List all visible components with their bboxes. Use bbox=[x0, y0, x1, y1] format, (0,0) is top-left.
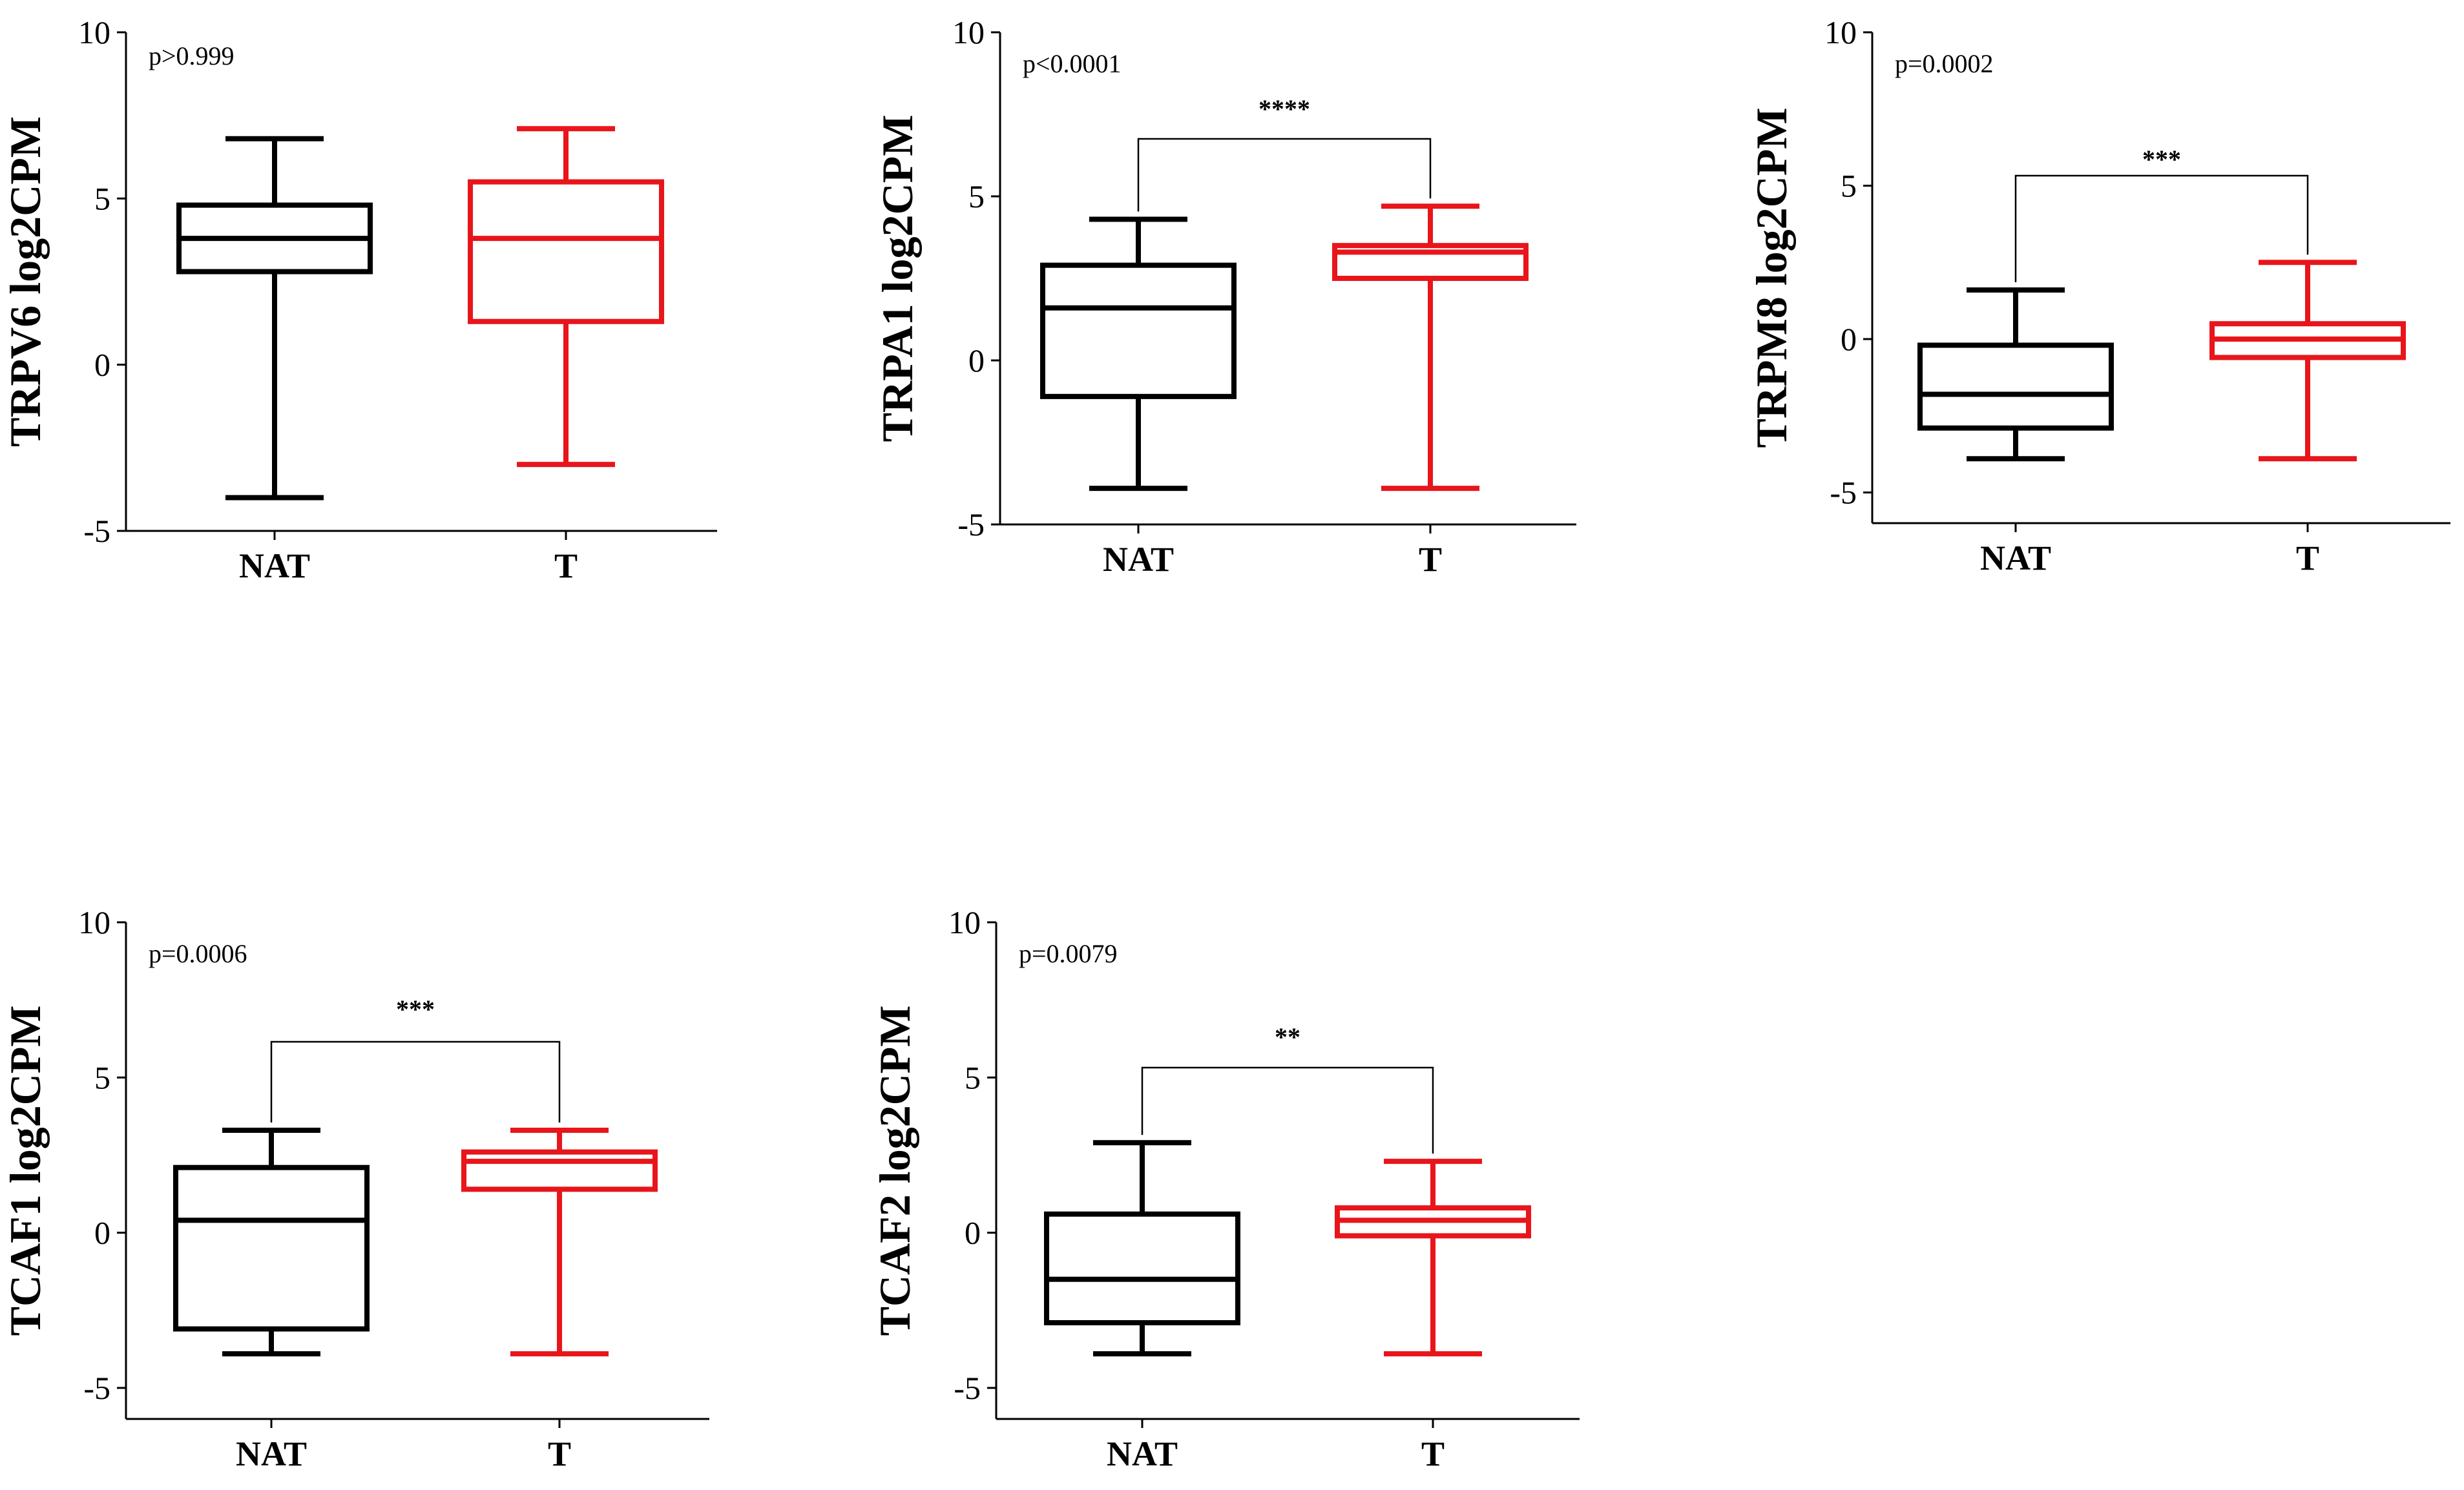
y-tick-label: 0 bbox=[968, 342, 985, 378]
y-tick-label: 5 bbox=[94, 1059, 110, 1095]
box-t bbox=[461, 1128, 658, 1357]
box-nat bbox=[176, 136, 373, 501]
category-label: T bbox=[2296, 539, 2319, 577]
box-nat bbox=[1917, 287, 2114, 462]
y-tick-label: 5 bbox=[94, 180, 110, 216]
chart-panel-5: -5 0 5 10 TCAF2 log2CPM NAT Tp=0.0079 ** bbox=[870, 904, 1580, 1473]
significance-bracket bbox=[1141, 1066, 1434, 1154]
y-tick-label: 0 bbox=[1841, 321, 1857, 357]
p-value-label: p=0.0079 bbox=[1019, 939, 1118, 968]
y-tick-label: -5 bbox=[957, 506, 985, 543]
y-tick-label: 0 bbox=[94, 1215, 110, 1251]
significance-bracket bbox=[270, 1040, 561, 1123]
y-tick-label: 5 bbox=[968, 178, 985, 214]
significance-stars: *** bbox=[2142, 145, 2181, 174]
box-t bbox=[1335, 1159, 1531, 1357]
significance-bracket bbox=[1137, 138, 1432, 212]
box-t bbox=[1332, 203, 1529, 491]
box-nat bbox=[1040, 216, 1237, 491]
box-nat bbox=[173, 1128, 370, 1357]
chart-panel-3: -5 0 5 10 TRPM8 log2CPM NAT Tp=0.0002 *** bbox=[1747, 14, 2450, 577]
box-t bbox=[2209, 260, 2406, 462]
category-label: T bbox=[1421, 1434, 1445, 1473]
category-label: NAT bbox=[236, 1434, 307, 1473]
y-axis-label: TRPV6 log2CPM bbox=[1, 116, 50, 447]
p-value-label: p=0.0002 bbox=[1895, 49, 1994, 78]
category-label: NAT bbox=[1107, 1434, 1178, 1473]
y-tick-label: -5 bbox=[954, 1370, 981, 1406]
p-value-label: p>0.999 bbox=[149, 41, 235, 70]
iqr-box bbox=[1040, 262, 1237, 399]
significance-stars: ** bbox=[1275, 1022, 1300, 1051]
y-tick-label: 10 bbox=[78, 14, 110, 50]
p-value-label: p=0.0006 bbox=[149, 939, 247, 968]
y-tick-label: -5 bbox=[1830, 475, 1857, 511]
box-nat bbox=[1044, 1140, 1240, 1357]
category-label: T bbox=[554, 546, 578, 585]
category-label: NAT bbox=[1103, 540, 1174, 579]
y-tick-label: -5 bbox=[83, 513, 110, 549]
y-tick-label: 0 bbox=[965, 1215, 981, 1251]
y-tick-label: 5 bbox=[1841, 168, 1857, 204]
category-label: T bbox=[548, 1434, 571, 1473]
iqr-box bbox=[461, 1149, 658, 1192]
y-tick-label: 10 bbox=[1824, 14, 1857, 50]
y-axis-label: TCAF1 log2CPM bbox=[1, 1006, 50, 1336]
chart-panel-2: -5 0 5 10 TRPA1 log2CPM NAT Tp<0.0001 **** bbox=[873, 14, 1576, 579]
significance-stars: **** bbox=[1258, 94, 1310, 123]
y-axis-label: TRPA1 log2CPM bbox=[873, 115, 922, 442]
iqr-box bbox=[173, 1164, 370, 1332]
category-label: NAT bbox=[239, 546, 310, 585]
p-value-label: p<0.0001 bbox=[1023, 49, 1122, 78]
iqr-box bbox=[1044, 1211, 1240, 1326]
iqr-box bbox=[1917, 342, 2114, 431]
y-tick-label: 0 bbox=[94, 347, 110, 383]
y-axis-label: TCAF2 log2CPM bbox=[870, 1006, 919, 1336]
significance-bracket bbox=[2014, 174, 2309, 282]
iqr-box bbox=[468, 179, 664, 324]
y-tick-label: 10 bbox=[948, 904, 981, 940]
category-label: T bbox=[1419, 540, 1442, 579]
y-axis-label: TRPM8 log2CPM bbox=[1747, 108, 1796, 448]
y-tick-label: 10 bbox=[78, 904, 110, 940]
y-tick-label: 10 bbox=[952, 14, 985, 50]
significance-stars: *** bbox=[396, 995, 435, 1024]
chart-panel-1: -5 0 5 10 TRPV6 log2CPM NAT Tp>0.999 bbox=[1, 14, 717, 585]
y-tick-label: 5 bbox=[965, 1059, 981, 1095]
category-label: NAT bbox=[1980, 539, 2051, 577]
box-t bbox=[468, 126, 664, 468]
chart-panel-4: -5 0 5 10 TCAF1 log2CPM NAT Tp=0.0006 *** bbox=[1, 904, 709, 1473]
y-tick-label: -5 bbox=[83, 1370, 110, 1406]
